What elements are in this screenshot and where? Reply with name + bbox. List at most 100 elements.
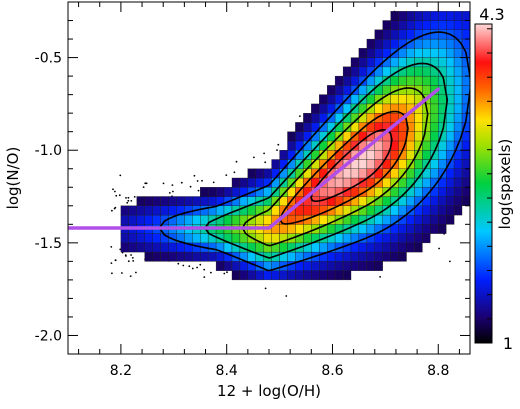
density-bin xyxy=(406,11,415,21)
outlier-point xyxy=(253,156,255,159)
density-bin xyxy=(446,113,455,123)
density-bin xyxy=(430,168,439,179)
density-bin xyxy=(358,242,367,253)
density-bin xyxy=(406,150,415,160)
outlier-point xyxy=(127,196,130,199)
density-bin xyxy=(414,131,423,142)
density-bin xyxy=(160,242,169,253)
density-bin xyxy=(231,214,241,225)
density-bin xyxy=(295,122,304,132)
density-bin xyxy=(414,242,423,253)
density-bin xyxy=(144,242,153,253)
density-bin xyxy=(358,251,367,262)
density-bin xyxy=(390,168,399,179)
density-bin xyxy=(287,270,296,281)
density-bin xyxy=(398,159,407,169)
density-bin xyxy=(366,159,375,169)
density-bin xyxy=(414,159,423,169)
density-bin xyxy=(414,75,423,86)
outlier-point xyxy=(199,263,202,266)
density-bin xyxy=(366,224,375,234)
outlier-point xyxy=(132,260,135,262)
density-bin xyxy=(461,168,470,179)
outlier-point xyxy=(180,181,183,184)
outlier-point xyxy=(168,192,171,194)
colorbar-ticks xyxy=(487,28,492,320)
outlier-point xyxy=(171,184,174,187)
axes-layer: 8.2 8.4 8.6 8.8 -2.0 -1.5 -1.0 -0.5 xyxy=(35,2,470,379)
density-bin xyxy=(223,214,233,225)
density-bin xyxy=(128,233,137,244)
density-bin xyxy=(414,233,423,244)
density-bin xyxy=(128,205,137,216)
density-bin xyxy=(453,187,463,197)
density-bin xyxy=(303,270,312,281)
density-contour xyxy=(310,129,393,202)
density-bin xyxy=(453,122,463,132)
density-bin xyxy=(358,48,367,58)
density-bin xyxy=(414,66,423,77)
density-bin xyxy=(350,75,360,86)
density-bin xyxy=(398,233,407,244)
density-bin xyxy=(152,214,161,225)
density-bin xyxy=(461,150,470,160)
outlier-point xyxy=(112,188,114,191)
density-bin xyxy=(319,94,328,105)
colorbar-label: log(spaxels) xyxy=(496,139,514,230)
density-bin xyxy=(382,196,391,206)
density-bin xyxy=(358,168,367,179)
density-bin xyxy=(461,20,470,30)
density-bin xyxy=(287,251,296,262)
density-bin xyxy=(311,270,320,281)
density-bin xyxy=(358,159,367,169)
density-bin xyxy=(152,196,161,206)
density-bin xyxy=(406,242,415,253)
outlier-point xyxy=(111,209,113,212)
density-bin xyxy=(430,38,439,49)
density-bin xyxy=(255,177,264,188)
density-bin xyxy=(406,214,415,225)
outlier-point xyxy=(188,265,191,268)
outlier-point xyxy=(449,260,451,263)
density-bin xyxy=(350,214,360,225)
density-bin xyxy=(453,48,463,58)
outlier-point xyxy=(299,115,301,117)
density-bin xyxy=(327,270,336,281)
outlier-point xyxy=(145,182,148,185)
density-bin xyxy=(422,20,431,30)
density-bin xyxy=(152,242,161,253)
outlier-point xyxy=(124,254,127,257)
outlier-point xyxy=(114,206,117,209)
density-bin xyxy=(160,196,169,206)
density-bin xyxy=(215,205,225,216)
density-bin xyxy=(374,261,383,271)
density-bin xyxy=(128,214,137,225)
density-bin xyxy=(438,196,447,206)
density-bin xyxy=(366,38,375,49)
density-bin xyxy=(374,48,383,58)
outlier-point xyxy=(115,194,118,197)
density-bin xyxy=(287,224,296,234)
density-bin xyxy=(279,242,288,253)
density-bin xyxy=(327,261,336,271)
density-bin xyxy=(208,251,217,262)
density-bin xyxy=(366,94,375,105)
density-bin xyxy=(200,251,209,262)
density-bin xyxy=(334,261,344,271)
density-bin xyxy=(239,214,248,225)
outlier-point xyxy=(438,247,440,250)
density-bin xyxy=(255,168,264,179)
x-tick-label: 8.2 xyxy=(110,363,132,379)
outlier-point xyxy=(203,276,206,278)
density-bin xyxy=(342,270,352,281)
density-bin xyxy=(120,205,129,216)
density-bin xyxy=(406,233,415,244)
density-bin xyxy=(176,251,185,262)
density-bin xyxy=(342,251,352,262)
density-bin xyxy=(358,196,367,206)
density-bin xyxy=(453,75,463,86)
density-bin xyxy=(430,113,439,123)
outlier-point xyxy=(126,201,129,204)
density-bin xyxy=(422,224,431,234)
outlier-point xyxy=(133,196,136,198)
